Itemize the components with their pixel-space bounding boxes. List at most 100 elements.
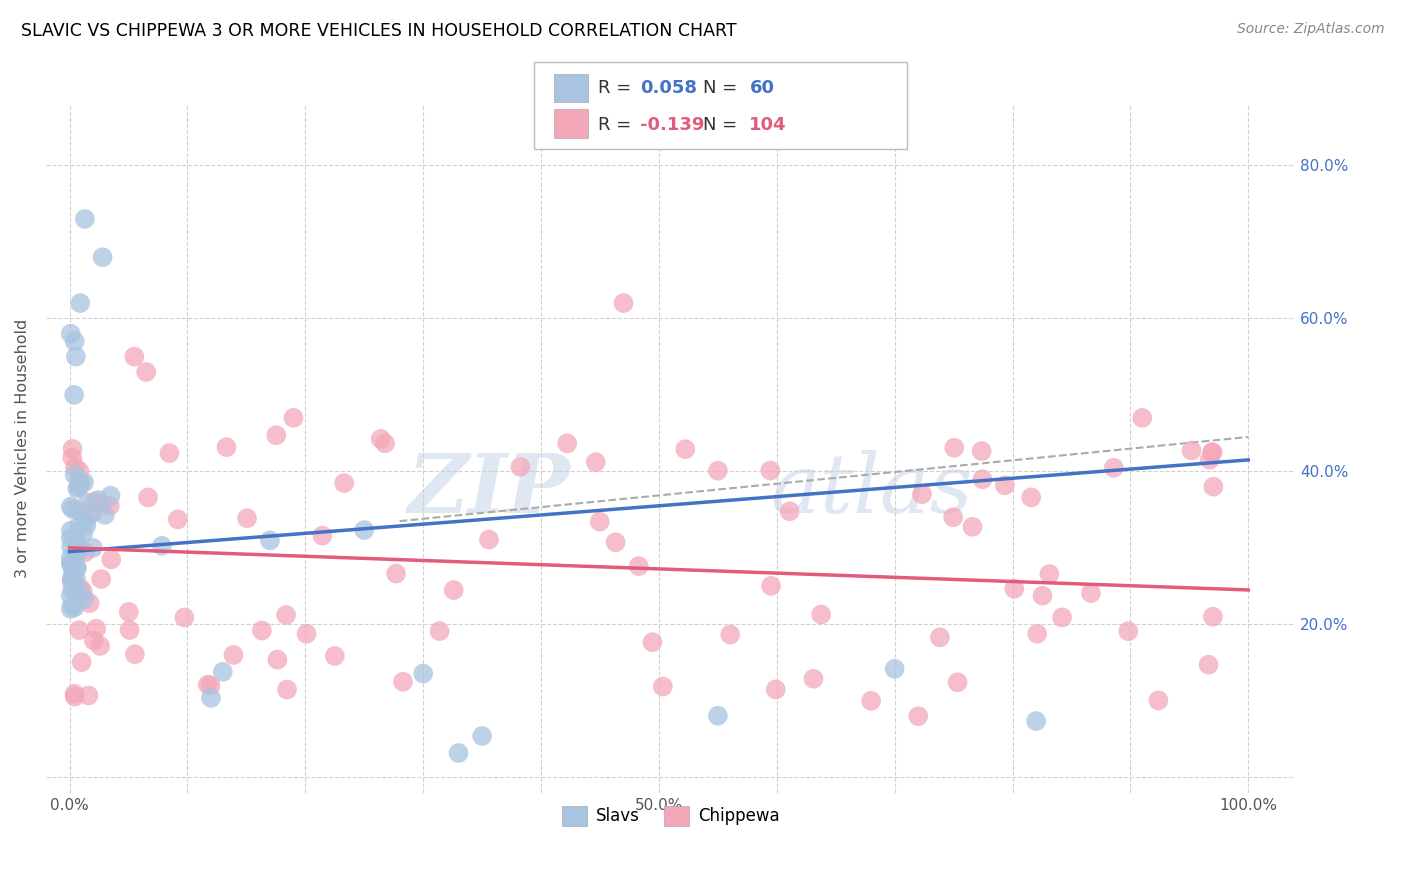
- Point: [65, 560, 87, 574]
- Point: [118, 623, 141, 637]
- Point: [860, 694, 883, 708]
- Text: N =: N =: [703, 79, 742, 97]
- Point: [943, 441, 966, 455]
- Point: [605, 535, 627, 549]
- Point: [77, 689, 100, 703]
- Point: [90, 572, 112, 586]
- Point: [911, 487, 934, 501]
- Point: [60, 558, 83, 572]
- Point: [79, 596, 101, 610]
- Text: ZIP: ZIP: [408, 450, 571, 530]
- Point: [79, 508, 101, 522]
- Text: R =: R =: [598, 79, 637, 97]
- Point: [62, 565, 84, 579]
- Point: [274, 607, 297, 622]
- Point: [100, 552, 122, 566]
- Point: [1102, 460, 1125, 475]
- Point: [200, 679, 222, 693]
- Point: [59, 602, 82, 616]
- Legend: Slavs, Chippewa: Slavs, Chippewa: [555, 799, 786, 832]
- Text: atlas: atlas: [770, 450, 973, 530]
- Point: [59, 531, 82, 545]
- Point: [471, 729, 494, 743]
- Point: [75, 518, 97, 533]
- Point: [759, 464, 782, 478]
- Point: [259, 533, 281, 548]
- Point: [1080, 586, 1102, 600]
- Point: [707, 708, 730, 723]
- Point: [215, 440, 238, 454]
- Point: [72, 526, 94, 541]
- Point: [1202, 609, 1225, 624]
- Point: [942, 510, 965, 524]
- Point: [779, 504, 801, 518]
- Point: [1002, 582, 1025, 596]
- Point: [83, 495, 105, 509]
- Text: Source: ZipAtlas.com: Source: ZipAtlas.com: [1237, 22, 1385, 37]
- Point: [276, 682, 298, 697]
- Point: [60, 557, 83, 571]
- Point: [1031, 589, 1053, 603]
- Point: [651, 680, 673, 694]
- Point: [283, 410, 305, 425]
- Point: [60, 450, 83, 465]
- Point: [627, 559, 650, 574]
- Point: [124, 350, 146, 364]
- Point: [1180, 443, 1202, 458]
- Point: [63, 388, 86, 402]
- Text: N =: N =: [703, 116, 742, 134]
- Point: [63, 687, 86, 701]
- Point: [928, 631, 950, 645]
- Point: [73, 515, 96, 529]
- Point: [972, 472, 994, 486]
- Point: [962, 520, 984, 534]
- Point: [765, 682, 787, 697]
- Point: [311, 529, 333, 543]
- Point: [211, 665, 233, 679]
- Point: [1050, 610, 1073, 624]
- Point: [173, 610, 195, 624]
- Point: [66, 544, 89, 558]
- Point: [118, 605, 141, 619]
- Point: [250, 624, 273, 638]
- Point: [67, 623, 90, 637]
- Point: [59, 524, 82, 538]
- Point: [718, 627, 741, 641]
- Point: [94, 508, 117, 522]
- Point: [87, 493, 110, 508]
- Point: [443, 583, 465, 598]
- Point: [1026, 626, 1049, 640]
- Point: [392, 674, 415, 689]
- Text: SLAVIC VS CHIPPEWA 3 OR MORE VEHICLES IN HOUSEHOLD CORRELATION CHART: SLAVIC VS CHIPPEWA 3 OR MORE VEHICLES IN…: [21, 22, 737, 40]
- Point: [135, 365, 157, 379]
- Point: [60, 582, 83, 597]
- Point: [67, 480, 90, 494]
- Point: [76, 496, 98, 510]
- Point: [63, 334, 86, 349]
- Point: [323, 648, 346, 663]
- Point: [63, 690, 86, 704]
- Point: [374, 436, 396, 450]
- Point: [63, 460, 86, 475]
- Point: [73, 592, 96, 607]
- Point: [60, 572, 83, 586]
- Point: [673, 442, 696, 457]
- Point: [67, 475, 90, 490]
- Point: [478, 533, 501, 547]
- Point: [236, 511, 259, 525]
- Point: [1198, 452, 1220, 467]
- Point: [59, 500, 82, 514]
- Point: [60, 599, 83, 613]
- Y-axis label: 3 or more Vehicles in Household: 3 or more Vehicles in Household: [15, 318, 30, 578]
- Point: [59, 550, 82, 565]
- Point: [66, 561, 89, 575]
- Point: [429, 624, 451, 639]
- Point: [1019, 491, 1042, 505]
- Point: [69, 582, 91, 596]
- Point: [62, 502, 84, 516]
- Point: [69, 519, 91, 533]
- Point: [295, 626, 318, 640]
- Point: [90, 497, 112, 511]
- Text: -0.139: -0.139: [640, 116, 704, 134]
- Point: [197, 678, 219, 692]
